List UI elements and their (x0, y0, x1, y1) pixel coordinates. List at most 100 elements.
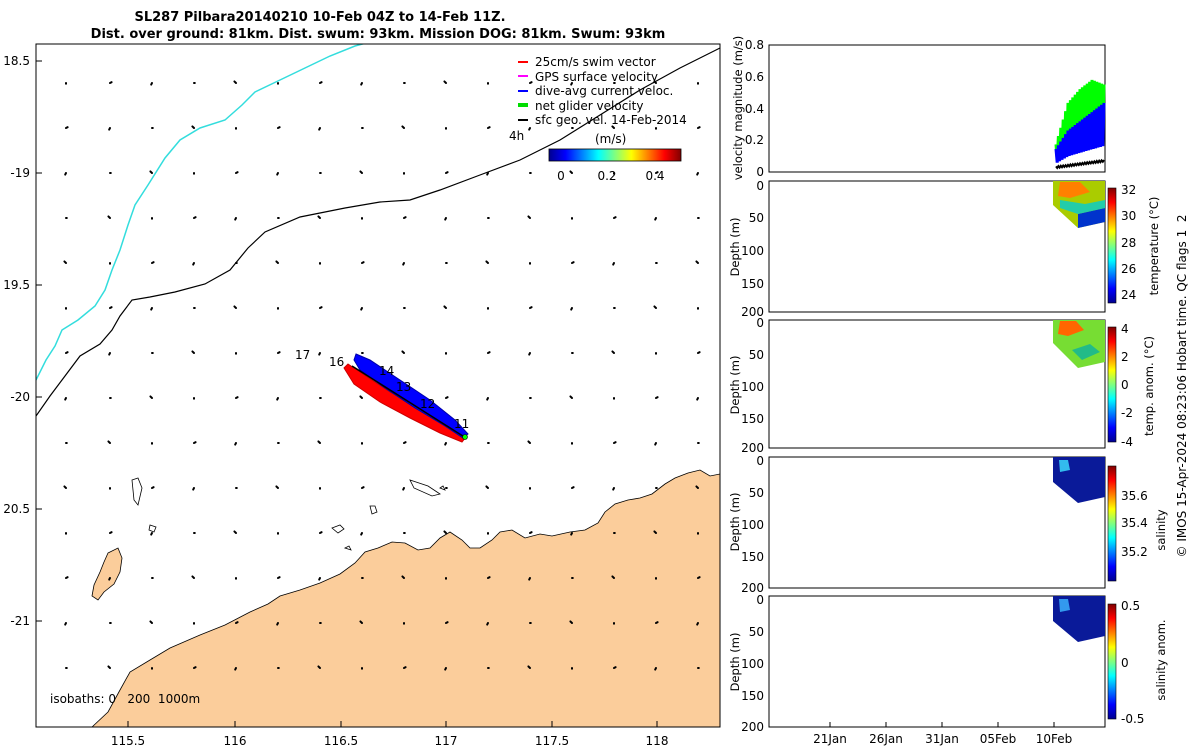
colorbar-tick: 30 (1121, 209, 1136, 223)
velocity-arrow (64, 397, 67, 401)
velocity-arrow (697, 351, 701, 354)
velocity-arrow (696, 397, 699, 401)
y-tick-label: 0.2 (745, 133, 764, 147)
colorbar-tick: 0 (557, 169, 565, 183)
depth-tick: 150 (741, 412, 764, 426)
salinity-anomaly-spot (1059, 599, 1070, 612)
velocity-arrow (275, 485, 279, 489)
velocity-arrow (361, 486, 365, 489)
velocity-arrow (359, 620, 363, 624)
land-mass (91, 469, 720, 727)
legend-entry: sfc geo. vel. 14-Feb-2014 (518, 113, 687, 127)
velocity-arrow (697, 126, 701, 129)
depth-tick: 150 (741, 277, 764, 291)
salinity-anomaly-panel: 0.5 0 -0.5 salinity anom. (768, 595, 1168, 728)
velocity-arrow (359, 170, 363, 174)
salinity-colorbar (1107, 465, 1117, 582)
legend-label: GPS surface velocity (535, 70, 658, 84)
velocity-arrow (193, 441, 197, 444)
velocity-arrow (444, 667, 447, 671)
colorbar-tick: 0.5 (1121, 599, 1140, 613)
lon-ticks (127, 721, 658, 727)
colorbar-tick: 35.2 (1121, 545, 1148, 559)
lon-tick-label: 115.5 (111, 734, 145, 748)
lon-tick-label: 117 (435, 734, 458, 748)
velocity-arrow (191, 350, 195, 354)
temp-anomaly-colorbar (1107, 326, 1117, 443)
day-labels: 17 16 14 13 12 11 (295, 348, 469, 431)
velocity-arrow (151, 261, 155, 264)
lat-tick-label: 19.5 (3, 278, 30, 292)
imos-timestamp: © IMOS 15-Apr-2024 08:23:06 Hobart time.… (1175, 215, 1189, 558)
time-tick-label: 05Feb (980, 732, 1017, 746)
day-label: 13 (396, 380, 411, 394)
velocity-arrow (318, 352, 321, 356)
velocity-arrow (443, 530, 447, 534)
lon-tick-label: 116.5 (324, 734, 358, 748)
time-axis: 21Jan 26Jan 31Jan 05Feb 10Feb (813, 732, 1072, 746)
series-line (1054, 102, 1106, 163)
velocity-arrow (527, 665, 531, 669)
glider-track (343, 353, 469, 443)
lon-tick-label: 118 (646, 734, 669, 748)
velocity-arrow (107, 665, 111, 669)
colorbar-tick: 0 (1121, 656, 1129, 670)
colorbar-tick: 0.2 (597, 169, 616, 183)
velocity-arrow (108, 577, 111, 581)
velocity-arrow (64, 622, 67, 626)
time-tick-label: 31Jan (925, 732, 959, 746)
velocity-arrow (402, 487, 405, 491)
velocity-arrow (528, 352, 531, 356)
velocity-arrow (65, 576, 69, 579)
velocity-arrow (235, 171, 239, 174)
depth-axis-labels: Depth (m) Depth (m) Depth (m) Depth (m) (728, 218, 742, 692)
velocity-arrow (63, 260, 67, 264)
velocity-arrow (697, 576, 701, 579)
colorbar-tick: 0 (1121, 378, 1129, 392)
velocity-arrow (653, 530, 657, 534)
velocity-arrow (570, 532, 573, 536)
temperature-axes-frame (768, 180, 1106, 313)
colorbar-tick: 0.4 (645, 169, 664, 183)
depth-tick: 0 (756, 316, 764, 330)
map-panel: 17 16 14 13 12 11 115.5 116 116.5 117 11… (3, 43, 721, 748)
velocity-arrow (403, 666, 407, 669)
legend-label: 25cm/s swim vector (535, 55, 656, 69)
colorbar-tick: 32 (1121, 183, 1136, 197)
colorbar-tick: 4 (1121, 322, 1129, 336)
track-start-marker (462, 434, 468, 440)
velocity-arrow (443, 80, 447, 84)
velocity-arrow (655, 621, 659, 624)
map-legend: 25cm/s swim vector GPS surface velocity … (509, 55, 687, 183)
velocity-arrow (613, 441, 617, 444)
temperature-colorbar (1107, 187, 1117, 304)
salinity-axes-frame (768, 456, 1106, 589)
salinity-anomaly-colorbar-label: salinity anom. (1154, 619, 1168, 700)
day-label: 14 (379, 364, 394, 378)
depth-tick: 50 (749, 211, 764, 225)
islets (131, 477, 446, 551)
isobath-200m (36, 47, 720, 417)
legend-label: net glider velocity (535, 99, 643, 113)
velocity-arrow (109, 531, 113, 534)
island (91, 547, 123, 601)
map-colorbar (548, 148, 682, 162)
temperature-warm-layer (1058, 182, 1090, 198)
colorbar-tick: -4 (1121, 435, 1133, 449)
velocity-arrow (234, 442, 237, 446)
velocity-arrow (191, 575, 195, 579)
temperature-panel: 32 30 28 26 24 temperature (°C) (768, 180, 1161, 313)
legend-entry: 25cm/s swim vector (518, 55, 656, 69)
time-tick-label: 26Jan (869, 732, 903, 746)
velocity-arrow (233, 80, 237, 84)
depth-tick: 0 (756, 593, 764, 607)
velocity-arrow (149, 395, 153, 399)
velocity-arrow (613, 666, 617, 669)
colorbar-tick: 2 (1121, 350, 1129, 364)
colorbar-tick: 28 (1121, 236, 1136, 250)
y-tick-label: 0.8 (745, 38, 764, 52)
colorbar-tick: -0.5 (1121, 712, 1144, 726)
lat-ticks (36, 60, 42, 622)
velocity-arrow (317, 440, 321, 444)
velocity-arrow (360, 532, 363, 536)
